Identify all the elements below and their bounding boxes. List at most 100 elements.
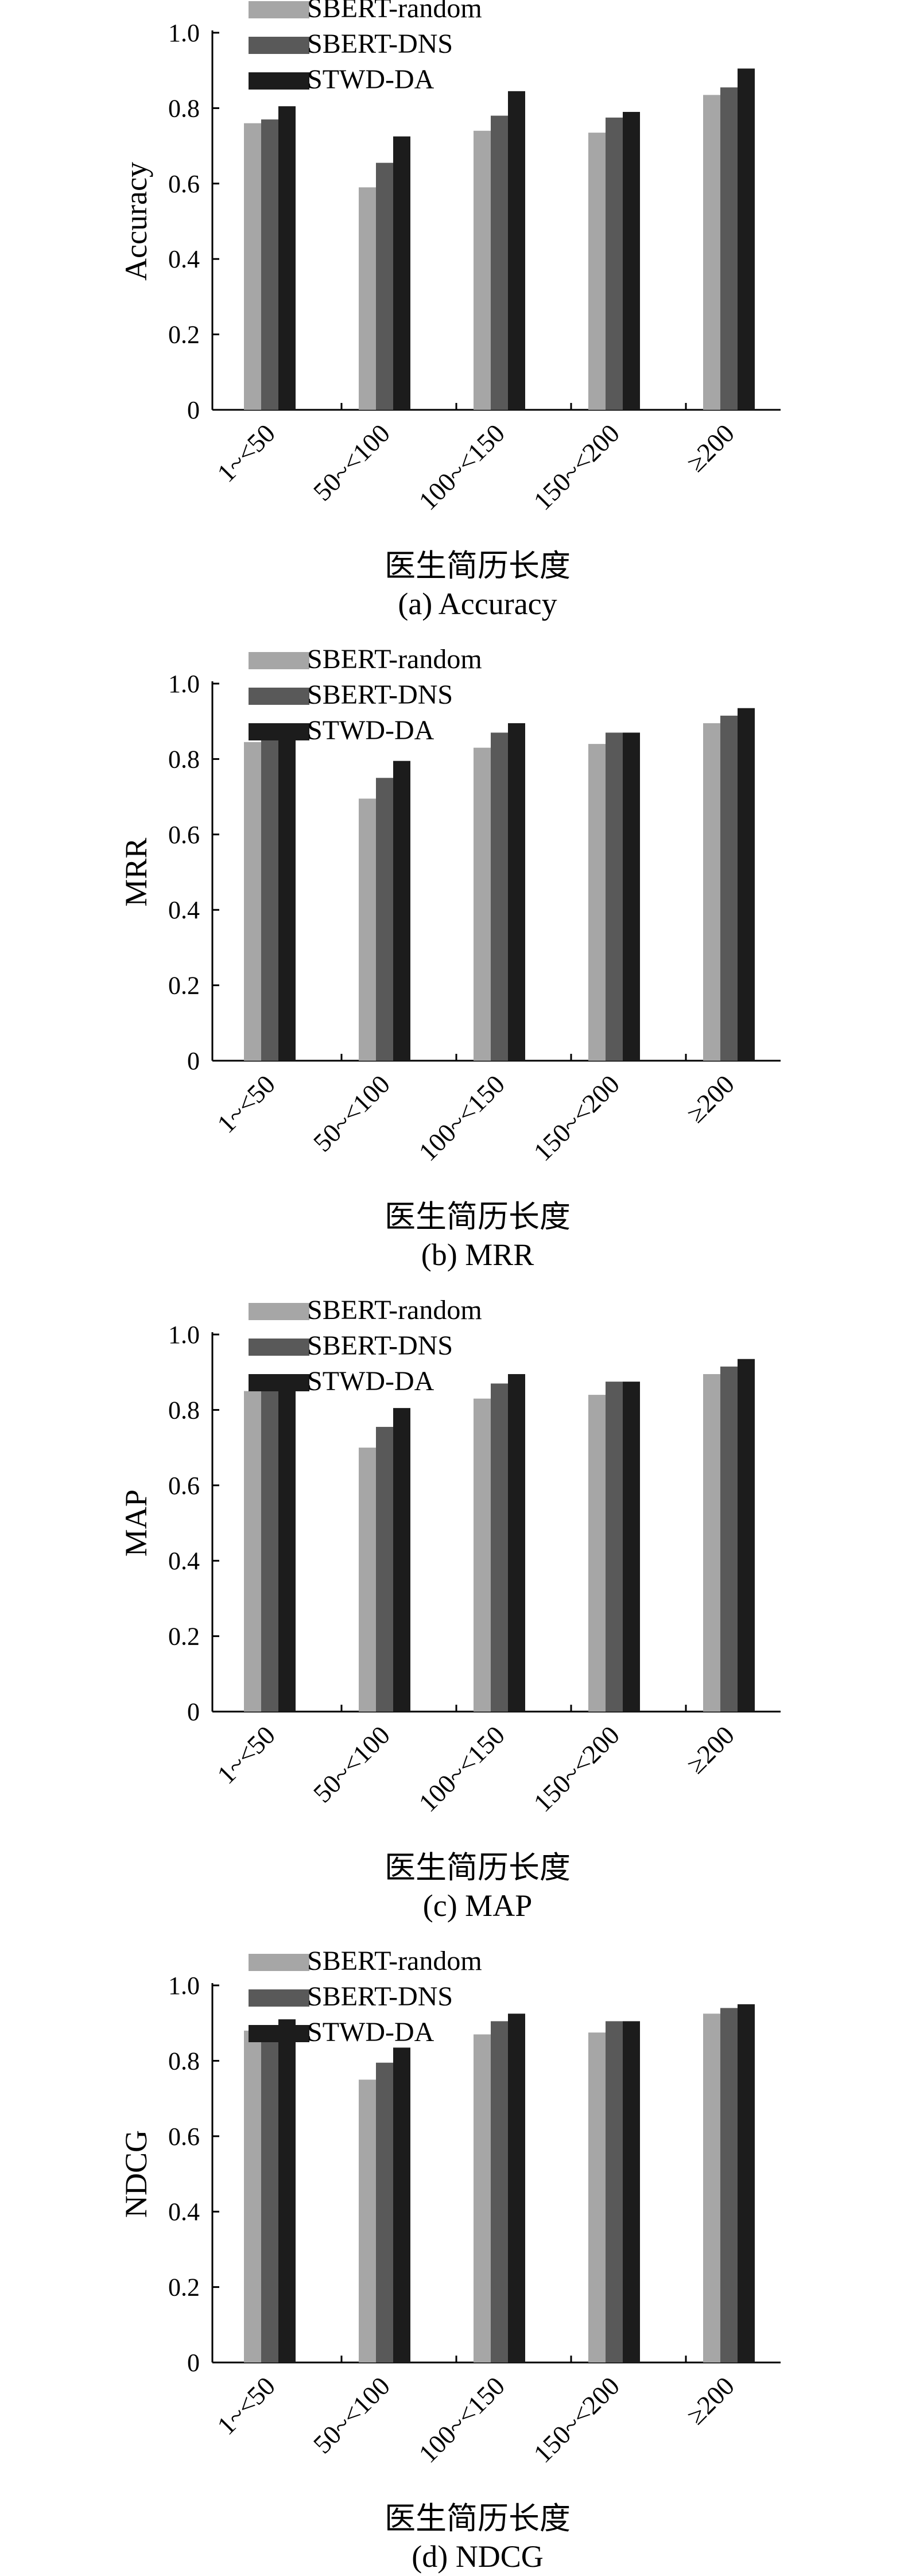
- y-tick-label: 0: [187, 1698, 200, 1726]
- legend-label-3: STWD-DA: [307, 64, 434, 95]
- bar-1-2: [359, 187, 376, 410]
- legend-swatch-2: [249, 1989, 309, 2007]
- bar-3-1: [278, 1379, 296, 1712]
- x-tick-label: 1~<50: [211, 1720, 281, 1790]
- legend-swatch-1: [249, 1303, 309, 1320]
- bar-3-5: [738, 2004, 755, 2362]
- y-tick-label: 0.2: [168, 972, 200, 1000]
- legend-label-1: SBERT-random: [307, 644, 482, 674]
- y-tick-label: 0.6: [168, 1472, 200, 1500]
- bar-3-5: [738, 68, 755, 410]
- y-tick-label: 1.0: [168, 1321, 200, 1349]
- bar-1-4: [588, 133, 606, 410]
- bar-2-3: [491, 115, 508, 410]
- x-tick-label: 150~<200: [527, 1069, 625, 1167]
- y-tick-label: 0.4: [168, 1547, 200, 1575]
- y-tick-label: 0: [187, 1047, 200, 1075]
- x-tick-label: 100~<150: [413, 2371, 510, 2469]
- bar-2-4: [606, 732, 623, 1061]
- bar-3-5: [738, 1359, 755, 1712]
- x-tick-label: 100~<150: [413, 1720, 510, 1818]
- legend-label-2: SBERT-DNS: [307, 680, 453, 710]
- y-tick-label: 0.2: [168, 1623, 200, 1651]
- y-tick-label: 1.0: [168, 670, 200, 698]
- legend-label-3: STWD-DA: [307, 715, 434, 746]
- x-tick-label: ≥200: [681, 1720, 740, 1779]
- x-tick-label: 1~<50: [211, 418, 281, 488]
- y-tick-label: 0.8: [168, 2047, 200, 2075]
- x-tick-label: 50~<100: [308, 1720, 395, 1808]
- x-axis-label: 医生简历长度: [385, 2501, 571, 2536]
- bar-3-3: [508, 723, 525, 1061]
- x-tick-label: ≥200: [681, 2371, 740, 2430]
- bar-1-5: [703, 1374, 720, 1712]
- bar-1-2: [359, 1448, 376, 1712]
- x-axis-label: 医生简历长度: [385, 1200, 571, 1234]
- bar-2-1: [261, 2028, 278, 2362]
- bar-1-4: [588, 1395, 606, 1712]
- bar-3-5: [738, 708, 755, 1061]
- bar-3-3: [508, 91, 525, 410]
- bar-3-4: [623, 1382, 640, 1712]
- bar-2-5: [720, 87, 738, 410]
- legend-label-1: SBERT-random: [307, 1946, 482, 1976]
- y-axis-label: NDCG: [119, 2130, 153, 2218]
- x-tick-label: 50~<100: [308, 418, 395, 506]
- bar-3-4: [623, 732, 640, 1061]
- bar-3-3: [508, 1374, 525, 1712]
- bar-1-4: [588, 744, 606, 1061]
- bar-2-2: [376, 1426, 393, 1712]
- bar-1-1: [244, 1391, 261, 1712]
- y-axis-label: Accuracy: [119, 162, 153, 281]
- x-axis-label: 医生简历长度: [385, 1850, 571, 1885]
- y-tick-label: 0.2: [168, 321, 200, 349]
- panel-caption: (d) NDCG: [412, 2539, 543, 2574]
- x-tick-label: ≥200: [681, 1069, 740, 1128]
- y-axis-label: MAP: [119, 1489, 153, 1557]
- x-tick-label: 1~<50: [211, 1069, 281, 1139]
- bar-2-2: [376, 778, 393, 1061]
- bar-3-2: [393, 2047, 410, 2362]
- bar-2-5: [720, 2008, 738, 2362]
- bar-2-4: [606, 2021, 623, 2362]
- bar-1-3: [474, 1398, 491, 1712]
- bar-3-1: [278, 2019, 296, 2362]
- legend-swatch-1: [249, 1954, 309, 1971]
- legend-swatch-3: [249, 723, 309, 740]
- y-tick-label: 0.6: [168, 821, 200, 849]
- bar-1-3: [474, 2034, 491, 2362]
- chart-panel-2: 0 0.2 0.4 0.6 0.8 1.0 MRR 1~<50 50~<100 100~<150 1…: [119, 644, 781, 1272]
- bar-3-2: [393, 1408, 410, 1712]
- x-tick-label: 100~<150: [413, 1069, 510, 1167]
- bar-2-3: [491, 732, 508, 1061]
- bar-1-1: [244, 742, 261, 1061]
- x-tick-label: 50~<100: [308, 1069, 395, 1157]
- legend-label-3: STWD-DA: [307, 1366, 434, 1396]
- legend-swatch-3: [249, 1374, 309, 1391]
- y-tick-label: 0.4: [168, 2198, 200, 2226]
- legend-swatch-1: [249, 652, 309, 669]
- x-axis-label: 医生简历长度: [385, 549, 571, 583]
- bar-3-2: [393, 136, 410, 410]
- legend-label-2: SBERT-DNS: [307, 1981, 453, 2012]
- bar-2-2: [376, 2062, 393, 2362]
- legend-label-2: SBERT-DNS: [307, 1330, 453, 1361]
- y-tick-label: 0.8: [168, 94, 200, 122]
- bar-1-5: [703, 723, 720, 1061]
- legend-swatch-2: [249, 1339, 309, 1356]
- legend-label-3: STWD-DA: [307, 2017, 434, 2047]
- y-tick-label: 0.2: [168, 2274, 200, 2302]
- bar-1-3: [474, 130, 491, 410]
- y-tick-label: 0.8: [168, 1396, 200, 1424]
- x-tick-label: 50~<100: [308, 2371, 395, 2459]
- bar-2-5: [720, 1366, 738, 1712]
- x-tick-label: 1~<50: [211, 2371, 281, 2441]
- y-tick-label: 1.0: [168, 1972, 200, 2000]
- bar-1-1: [244, 2030, 261, 2362]
- y-tick-label: 0.4: [168, 245, 200, 273]
- legend-swatch-2: [249, 37, 309, 54]
- y-tick-label: 0.4: [168, 896, 200, 924]
- legend-swatch-2: [249, 688, 309, 705]
- x-tick-label: ≥200: [681, 418, 740, 478]
